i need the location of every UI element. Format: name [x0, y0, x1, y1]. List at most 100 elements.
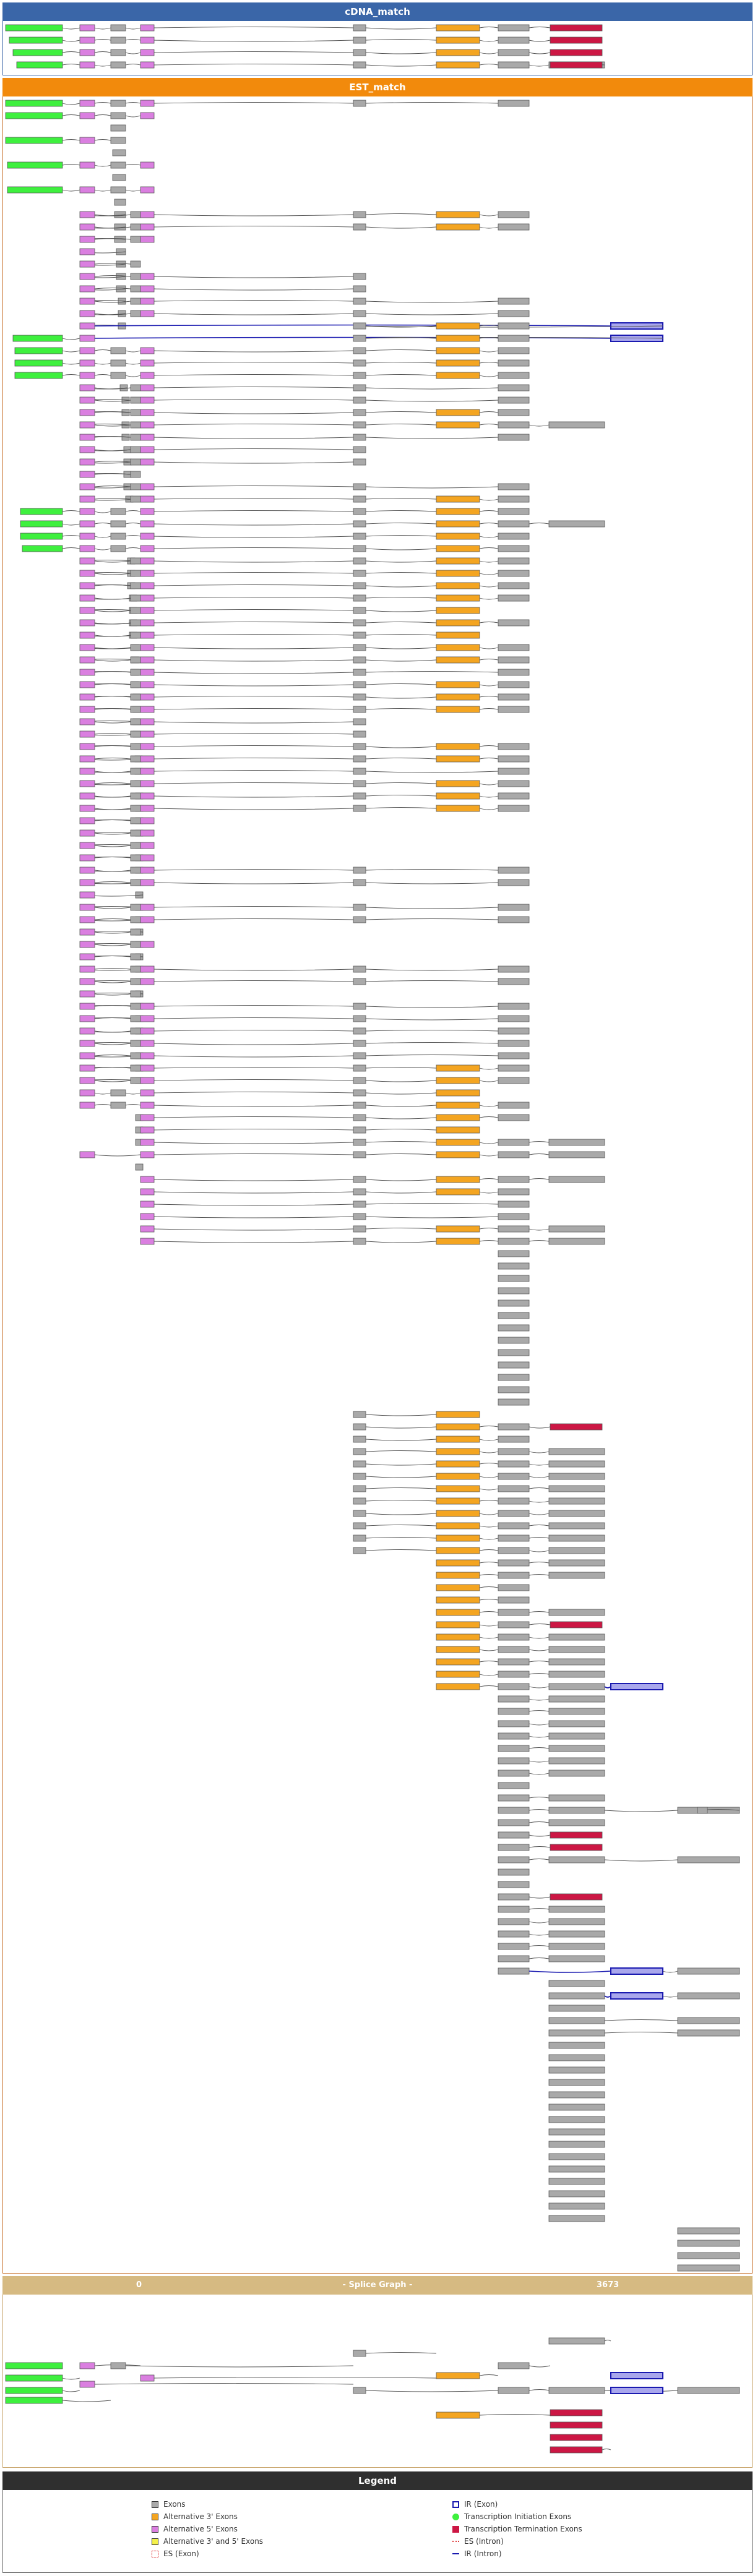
intron-line — [154, 1217, 353, 1218]
intron-line — [95, 1080, 131, 1082]
alt5-exon — [140, 1226, 154, 1232]
alt5-exon — [80, 273, 95, 280]
alt5-exon — [80, 620, 95, 626]
exon-exon — [111, 348, 126, 354]
intron-line — [480, 499, 498, 500]
exon-exon — [498, 1696, 529, 1702]
intron-line — [366, 883, 498, 884]
alt5-exon — [80, 298, 95, 304]
intron-line — [529, 1229, 549, 1230]
exon-exon — [131, 904, 140, 910]
intron-line — [480, 659, 498, 661]
alt5-exon — [140, 273, 154, 280]
intron-line — [154, 648, 353, 649]
intron-line — [366, 1414, 436, 1416]
exon-exon — [549, 1758, 605, 1764]
intron-line — [95, 734, 131, 735]
transcript-row — [6, 113, 154, 119]
transcript-row — [15, 360, 529, 366]
alt5-exon — [80, 484, 95, 490]
est-match-title: EST_match — [349, 82, 405, 93]
intron-line — [529, 1562, 549, 1564]
alt3-exon — [436, 360, 480, 366]
intron-line — [63, 2390, 80, 2392]
exon-exon — [131, 669, 140, 675]
alt3-exon — [436, 1572, 480, 1578]
alt3-exon — [436, 1077, 480, 1084]
exon-exon — [353, 620, 366, 626]
transcript-row — [80, 385, 529, 391]
alt3-exon — [436, 49, 480, 56]
exon-exon — [353, 904, 366, 910]
legend-header: Legend — [2, 2471, 753, 2490]
alt5-exon — [140, 706, 154, 712]
exon-exon — [678, 2265, 740, 2271]
exon-exon — [114, 199, 126, 205]
intron-line — [126, 165, 140, 166]
intron-line — [480, 1562, 498, 1564]
alt3-exon — [436, 743, 480, 750]
alt3-exon — [436, 1152, 480, 1158]
initiation-exon — [22, 546, 63, 552]
alt5-exon — [140, 546, 154, 552]
transcript-row — [549, 1993, 740, 1999]
transcript-row — [498, 1844, 602, 1851]
exon-exon — [498, 904, 529, 910]
intron-line — [95, 845, 131, 847]
legend-item-es-exon: ES (Exon) — [152, 2549, 199, 2558]
exon-exon — [498, 1857, 529, 1863]
legend-label: Exons — [163, 2500, 186, 2509]
intron-line — [154, 1179, 353, 1181]
splice-graph-area — [3, 2295, 752, 2468]
transcript-row — [80, 743, 529, 750]
exon-exon — [353, 49, 366, 56]
intron-line — [63, 511, 80, 512]
intron-line — [95, 833, 131, 834]
termination-exon — [550, 1424, 602, 1430]
intron-line — [366, 1080, 436, 1082]
alt5-exon — [80, 991, 95, 997]
alt5-exon — [140, 348, 154, 354]
transcript-row — [20, 533, 529, 539]
intron-line — [63, 338, 80, 340]
alt5-exon — [140, 1152, 154, 1158]
transcript-row — [353, 1498, 605, 1504]
transcript-row — [80, 1090, 480, 1096]
termination-exon — [550, 1832, 602, 1838]
alt3-exon — [436, 632, 480, 638]
intron-line — [366, 437, 498, 439]
exon-exon — [498, 521, 529, 527]
alt5-exon — [80, 62, 95, 68]
exon-exon — [353, 1213, 366, 1220]
intron-line — [366, 1488, 436, 1489]
intron-line — [366, 969, 498, 970]
intron-line — [63, 363, 80, 364]
transcript-row — [549, 2154, 605, 2160]
alt5-exon — [80, 669, 95, 675]
intron-line — [95, 363, 111, 364]
intron-line — [154, 907, 353, 908]
intron-line — [480, 412, 498, 413]
transcript-row — [80, 756, 529, 762]
transcript-row — [80, 434, 529, 440]
exon-exon — [498, 1844, 529, 1851]
splice-node-exon — [678, 2387, 740, 2394]
intron-line — [480, 536, 498, 537]
exon-exon — [549, 2092, 605, 2098]
intron-line — [154, 387, 353, 388]
intron-line — [154, 709, 353, 710]
exon-exon — [498, 1510, 529, 1517]
exon-exon — [353, 1040, 366, 1046]
alt5-exon — [80, 422, 95, 428]
exon-exon — [549, 422, 605, 428]
alt5-exon — [140, 644, 154, 651]
intron-line — [154, 1056, 353, 1057]
alt5-exon — [80, 471, 95, 477]
transcript-row — [80, 1152, 605, 1158]
transcript-row — [80, 447, 366, 453]
intron-line — [480, 2375, 498, 2376]
transcript-row — [436, 1609, 605, 1615]
intron-line — [154, 1154, 353, 1155]
intron-line — [480, 622, 498, 623]
transcript-row — [80, 694, 529, 700]
